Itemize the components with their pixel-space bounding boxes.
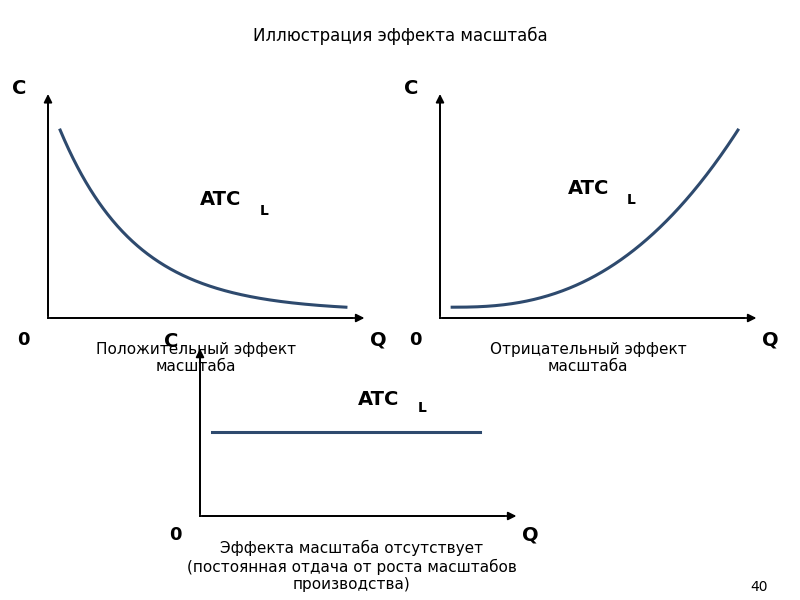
Text: ATC: ATC [568, 179, 609, 198]
Text: Q: Q [370, 331, 387, 350]
Text: Отрицательный эффект
масштаба: Отрицательный эффект масштаба [490, 342, 686, 374]
Text: 40: 40 [750, 580, 768, 594]
Text: 0: 0 [170, 526, 182, 544]
Text: L: L [418, 401, 426, 415]
Text: Положительный эффект
масштаба: Положительный эффект масштаба [96, 342, 296, 374]
Text: ATC: ATC [358, 390, 399, 409]
Text: C: C [163, 332, 178, 351]
Text: L: L [627, 193, 636, 207]
Text: Эффекта масштаба отсутствует
(постоянная отдача от роста масштабов
производства): Эффекта масштаба отсутствует (постоянная… [187, 540, 517, 592]
Text: 0: 0 [18, 331, 30, 349]
Text: C: C [403, 79, 418, 98]
Text: ATC: ATC [200, 190, 242, 209]
Text: C: C [11, 79, 26, 98]
Text: L: L [259, 204, 268, 218]
Text: Q: Q [522, 526, 539, 545]
Text: 0: 0 [410, 331, 422, 349]
Text: Q: Q [762, 331, 779, 350]
Text: Иллюстрация эффекта масштаба: Иллюстрация эффекта масштаба [253, 27, 547, 45]
